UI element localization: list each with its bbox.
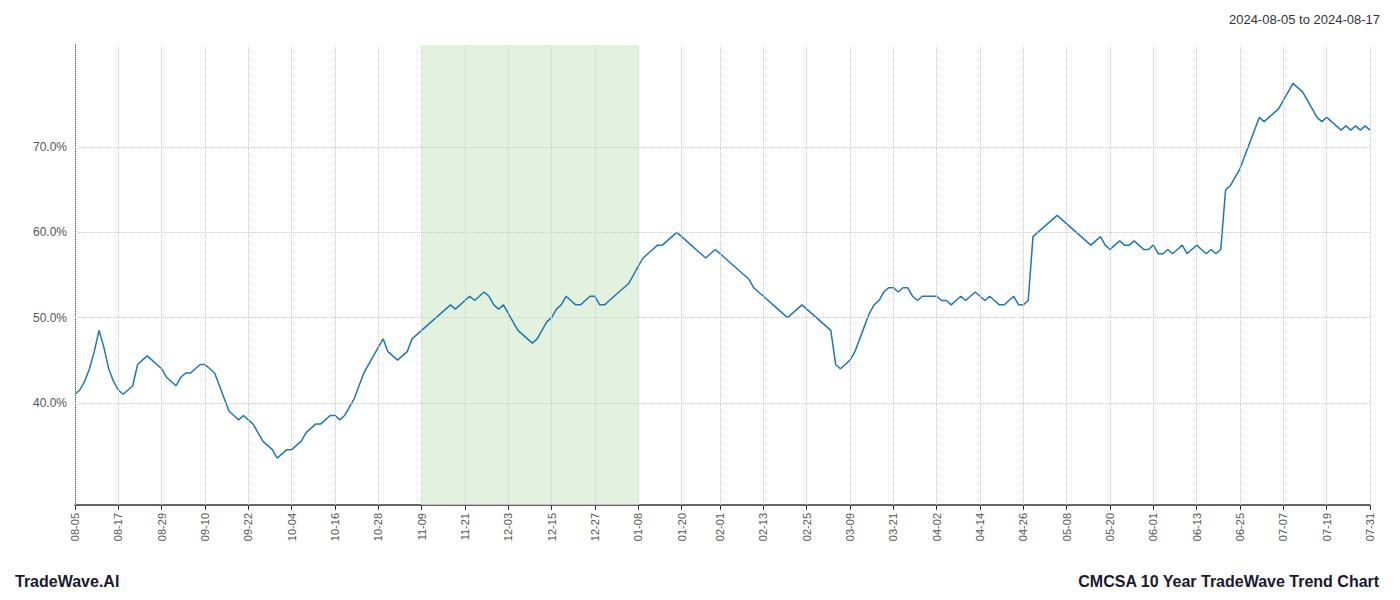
svg-text:06-01: 06-01 (1147, 513, 1159, 541)
svg-text:05-20: 05-20 (1104, 513, 1116, 541)
svg-text:08-17: 08-17 (112, 513, 124, 541)
svg-text:10-04: 10-04 (286, 513, 298, 541)
svg-text:10-28: 10-28 (372, 513, 384, 541)
svg-text:TradeWave.AI: TradeWave.AI (15, 573, 119, 590)
svg-text:11-21: 11-21 (459, 513, 471, 540)
svg-text:11-09: 11-09 (416, 513, 428, 540)
svg-text:10-16: 10-16 (329, 513, 341, 541)
svg-text:09-10: 09-10 (199, 513, 211, 541)
svg-text:09-22: 09-22 (242, 513, 254, 541)
svg-text:08-29: 08-29 (156, 513, 168, 541)
svg-text:03-09: 03-09 (844, 513, 856, 541)
svg-text:02-25: 02-25 (801, 513, 813, 541)
svg-text:06-13: 06-13 (1191, 513, 1203, 541)
svg-text:07-07: 07-07 (1277, 513, 1289, 541)
svg-text:12-15: 12-15 (546, 513, 558, 541)
svg-text:CMCSA 10 Year TradeWave Trend: CMCSA 10 Year TradeWave Trend Chart (1078, 573, 1380, 590)
svg-text:01-08: 01-08 (632, 513, 644, 541)
svg-text:70.0%: 70.0% (33, 140, 67, 154)
svg-text:03-21: 03-21 (887, 513, 899, 541)
svg-text:05-08: 05-08 (1061, 513, 1073, 541)
svg-text:12-27: 12-27 (589, 513, 601, 541)
svg-text:08-05: 08-05 (69, 513, 81, 541)
svg-text:40.0%: 40.0% (33, 396, 67, 410)
svg-text:04-14: 04-14 (974, 513, 986, 541)
svg-text:2024-08-05 to 2024-08-17: 2024-08-05 to 2024-08-17 (1229, 12, 1380, 27)
svg-text:12-03: 12-03 (502, 513, 514, 541)
svg-text:07-19: 07-19 (1321, 513, 1333, 541)
svg-text:07-31: 07-31 (1364, 513, 1376, 541)
svg-text:06-25: 06-25 (1234, 513, 1246, 541)
svg-text:02-13: 02-13 (757, 513, 769, 541)
svg-text:02-01: 02-01 (714, 513, 726, 541)
svg-text:04-26: 04-26 (1017, 513, 1029, 541)
svg-text:04-02: 04-02 (931, 513, 943, 541)
svg-text:01-20: 01-20 (676, 513, 688, 541)
svg-text:50.0%: 50.0% (33, 311, 67, 325)
svg-text:60.0%: 60.0% (33, 225, 67, 239)
